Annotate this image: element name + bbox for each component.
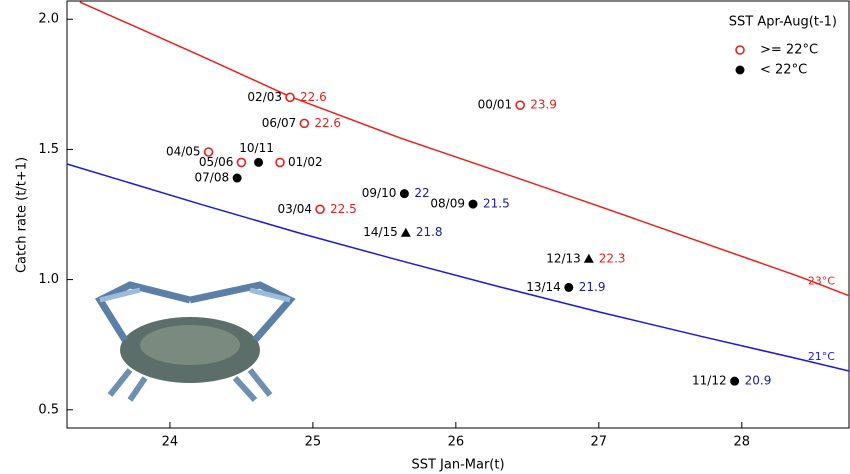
- curve: [66, 163, 850, 372]
- y-tick-label: 1.0: [38, 272, 59, 287]
- sst-label: 21.8: [416, 225, 443, 239]
- data-point: [400, 227, 411, 237]
- point-label: 02/03: [247, 90, 282, 104]
- sst-label: 22: [414, 186, 429, 200]
- point-label: 04/05: [166, 145, 201, 159]
- sst-label: 22.6: [300, 90, 327, 104]
- data-point: [564, 282, 574, 292]
- x-tick-label: 25: [305, 435, 322, 450]
- legend-marker: [735, 45, 745, 55]
- point-label: 00/01: [478, 98, 513, 112]
- x-axis-label: SST Jan-Mar(t): [411, 458, 504, 473]
- x-tick-label: 27: [591, 435, 608, 450]
- point-label: 10/11: [239, 141, 274, 155]
- legend-marker: [735, 65, 745, 75]
- legend-title: SST Apr-Aug(t-1): [729, 15, 837, 30]
- point-label: 08/09: [430, 197, 465, 211]
- x-tick-label: 28: [734, 435, 751, 450]
- data-point: [203, 147, 214, 157]
- plot-frame: [66, 0, 850, 429]
- curve-label: 23°C: [808, 275, 835, 288]
- data-point: [236, 157, 247, 168]
- sst-label: 22.5: [330, 202, 357, 216]
- y-tick-label: 0.5: [38, 402, 59, 417]
- sst-label: 21.5: [483, 197, 510, 211]
- sst-label: 20.9: [745, 374, 772, 388]
- data-point: [468, 199, 478, 209]
- curve-label: 21°C: [808, 350, 835, 363]
- legend-label: >= 22°C: [760, 43, 818, 58]
- sst-label: 21.9: [579, 280, 606, 294]
- data-point: [399, 189, 409, 199]
- point-label: 13/14: [526, 280, 561, 294]
- y-axis-label: Catch rate (t/t+1): [15, 157, 30, 273]
- curve: [79, 1, 850, 297]
- data-point: [299, 118, 310, 129]
- data-point: [730, 376, 740, 386]
- y-tick-label: 1.5: [38, 142, 59, 157]
- point-label: 06/07: [262, 116, 297, 130]
- data-point: [515, 100, 525, 110]
- data-point: [275, 157, 285, 168]
- data-point: [583, 253, 594, 263]
- point-label: 07/08: [195, 171, 230, 185]
- point-label: 05/06: [199, 155, 234, 169]
- x-tick-label: 24: [162, 435, 179, 450]
- point-label: 12/13: [546, 251, 581, 265]
- sst-label: 22.6: [314, 116, 341, 130]
- point-label: 09/10: [362, 186, 397, 200]
- crab-image: [94, 281, 296, 403]
- data-point: [285, 92, 295, 103]
- point-label: 03/04: [277, 202, 312, 216]
- data-point: [232, 173, 242, 183]
- sst-label: 23.9: [530, 98, 557, 112]
- y-tick-label: 2.0: [38, 12, 59, 27]
- point-label: 01/02: [288, 155, 323, 169]
- x-tick-label: 26: [448, 435, 465, 450]
- sst-label: 22.3: [599, 251, 626, 265]
- legend-label: < 22°C: [760, 63, 807, 78]
- data-point: [254, 157, 264, 167]
- data-point: [315, 204, 325, 215]
- point-label: 14/15: [363, 225, 398, 239]
- point-label: 11/12: [692, 374, 727, 388]
